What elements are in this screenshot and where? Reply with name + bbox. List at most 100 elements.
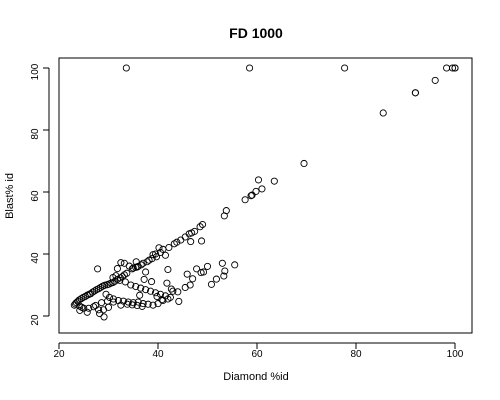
scatter-point: [411, 89, 419, 97]
scatter-points: [70, 64, 459, 321]
scatter-point: [94, 265, 102, 273]
scatter-point: [151, 289, 160, 297]
x-tick-label: 20: [53, 349, 65, 360]
scatter-point: [103, 297, 112, 305]
scatter-point: [80, 304, 88, 312]
plot-area: [58, 57, 473, 334]
scatter-point: [220, 272, 228, 280]
scatter-point: [149, 301, 157, 309]
x-axis-label: Diamond %id: [223, 371, 288, 383]
chart-title: FD 1000: [229, 25, 283, 41]
scatter-point: [193, 265, 201, 273]
y-tick-label: 40: [30, 252, 41, 264]
scatter-point: [113, 265, 121, 273]
scatter-point: [139, 259, 147, 267]
scatter-point: [92, 301, 100, 310]
y-tick-label: 60: [30, 190, 41, 202]
scatter-point: [136, 291, 144, 299]
scatter-point: [142, 286, 150, 294]
scatter-point: [129, 264, 137, 272]
scatter-point: [123, 300, 131, 308]
scatter-point: [212, 275, 220, 283]
scatter-point: [133, 301, 141, 310]
scatter-point: [254, 176, 263, 184]
scatter-point: [199, 268, 208, 276]
scatter-point: [169, 287, 177, 295]
scatter-point: [127, 281, 135, 289]
scatter-point: [248, 191, 256, 199]
scatter-point: [241, 196, 249, 204]
scatter-point: [203, 262, 212, 270]
scatter-point: [83, 308, 91, 316]
scatter-point: [187, 238, 195, 246]
scatter-point: [122, 64, 130, 72]
scatter-point: [93, 286, 101, 294]
scatter-point: [138, 302, 146, 310]
scatter-point: [220, 212, 228, 220]
scatter-point: [443, 64, 451, 72]
scatter-point: [246, 64, 254, 72]
scatter-point: [164, 265, 172, 274]
y-tick-label: 100: [30, 63, 41, 80]
scatter-point: [111, 277, 119, 285]
scatter-point: [76, 302, 84, 310]
scatter-point: [252, 187, 260, 195]
scatter-point: [218, 259, 226, 267]
scatter-point: [175, 297, 183, 305]
scatter-point: [96, 309, 104, 318]
scatter-point: [76, 306, 84, 314]
scatter-point: [198, 220, 207, 229]
scatter-point: [181, 233, 189, 241]
scatter-point: [121, 278, 129, 286]
scatter-point: [165, 243, 173, 252]
scatter-point: [97, 283, 105, 292]
x-tick-label: 60: [251, 349, 263, 360]
scatter-point: [207, 280, 216, 288]
scatter-point: [154, 300, 162, 308]
scatter-point: [142, 268, 150, 276]
scatter-point: [143, 258, 151, 266]
scatter-point: [109, 274, 117, 282]
scatter-point: [70, 301, 78, 309]
scatter-point: [104, 303, 113, 311]
scatter-point: [158, 296, 166, 304]
scatter-point: [83, 291, 91, 299]
scatter-point: [152, 253, 161, 261]
scatter-point: [147, 287, 155, 295]
scatter-point: [90, 303, 98, 311]
x-tick-label: 40: [152, 349, 164, 360]
scatter-point: [98, 299, 106, 307]
scatter-point: [186, 281, 194, 289]
scatter-point: [89, 288, 97, 296]
scatter-point: [196, 223, 204, 231]
scatter-point: [270, 177, 278, 185]
scatter-point: [132, 282, 140, 291]
scatter-point: [145, 256, 153, 264]
y-axis-label: Blast% id: [4, 173, 16, 219]
scatter-point: [109, 295, 117, 303]
scatter-point: [163, 279, 171, 287]
scatter-point: [156, 290, 165, 298]
axes: [48, 68, 455, 344]
y-tick-label: 80: [30, 128, 41, 140]
scatter-point: [177, 236, 185, 244]
scatter-point: [134, 298, 142, 306]
scatter-point: [85, 304, 93, 312]
scatter-point: [137, 284, 145, 292]
scatter-point: [161, 251, 169, 259]
scatter-point: [183, 270, 191, 278]
x-tick-label: 80: [350, 349, 362, 360]
scatter-point: [247, 192, 255, 200]
scatter-point: [149, 251, 157, 259]
scatter-point: [140, 275, 148, 283]
scatter-point: [174, 288, 182, 296]
scatter-point: [300, 159, 308, 168]
scatter-point: [105, 293, 114, 301]
scatter-point: [451, 64, 459, 72]
scatter-point: [170, 240, 178, 248]
scatter-point: [221, 267, 229, 275]
scatter-point: [448, 64, 457, 72]
scatter-point: [155, 244, 163, 252]
scatter-point: [99, 282, 107, 290]
